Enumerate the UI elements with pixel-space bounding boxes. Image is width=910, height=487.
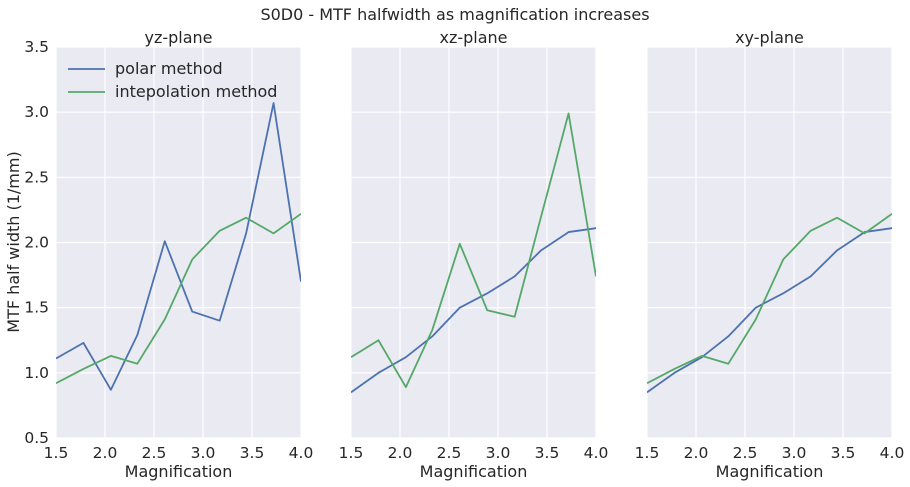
panel-title: xz-plane bbox=[439, 28, 507, 47]
x-axis-label: Magnification bbox=[420, 462, 528, 481]
x-tick-label: 4.0 bbox=[880, 444, 905, 462]
x-tick-label: 2.0 bbox=[388, 444, 413, 462]
x-tick-label: 3.0 bbox=[191, 444, 216, 462]
legend-label: intepolation method bbox=[115, 82, 277, 101]
figure-title: S0D0 - MTF halfwidth as magnification in… bbox=[260, 5, 649, 24]
y-tick-label: 3.5 bbox=[24, 38, 49, 56]
x-tick-label: 1.5 bbox=[44, 444, 69, 462]
x-tick-label: 2.5 bbox=[142, 444, 167, 462]
x-tick-label: 4.0 bbox=[584, 444, 609, 462]
panel-0: 1.5 2.0 2.5 3.0 3.5 4.0 0.5 1.0 1.5 2.0 2.5 3.0 3.5 y… bbox=[24, 28, 313, 481]
x-tick-label: 2.5 bbox=[437, 444, 462, 462]
x-tick-label: 1.5 bbox=[635, 444, 660, 462]
y-tick-label: 1.5 bbox=[24, 299, 49, 317]
series-line-polar bbox=[647, 227, 892, 394]
panel-title: xy-plane bbox=[735, 28, 804, 47]
y-axis-label: MTF half width (1/mm) bbox=[4, 151, 23, 332]
y-tick-label: 0.5 bbox=[24, 429, 49, 447]
x-tick-label: 2.0 bbox=[684, 444, 709, 462]
panel-2: 1.5 2.0 2.5 3.0 3.5 4.0 xy-plane Magnification bbox=[635, 28, 905, 481]
legend-label: polar method bbox=[115, 59, 223, 78]
x-tick-label: 1.5 bbox=[339, 444, 364, 462]
x-tick-label: 2.0 bbox=[93, 444, 118, 462]
panel-title: yz-plane bbox=[144, 28, 212, 47]
y-tick-label: 1.0 bbox=[24, 364, 49, 382]
panel-1: 1.5 2.0 2.5 3.0 3.5 4.0 xz-plane Magnification bbox=[339, 28, 609, 481]
y-tick-label: 3.0 bbox=[24, 103, 49, 121]
series-line-interpolation bbox=[56, 213, 301, 385]
x-axis-label: Magnification bbox=[716, 462, 824, 481]
x-tick-label: 4.0 bbox=[289, 444, 314, 462]
series-line-interpolation bbox=[351, 112, 596, 389]
y-tick-label: 2.0 bbox=[24, 234, 49, 252]
x-tick-label: 3.5 bbox=[831, 444, 856, 462]
x-tick-label: 3.5 bbox=[535, 444, 560, 462]
x-tick-label: 2.5 bbox=[733, 444, 758, 462]
y-tick-label: 2.5 bbox=[24, 168, 49, 186]
series-line-polar bbox=[56, 102, 301, 391]
series-line-interpolation bbox=[647, 213, 892, 385]
x-tick-label: 3.0 bbox=[486, 444, 511, 462]
x-axis-label: Magnification bbox=[125, 462, 233, 481]
x-tick-label: 3.0 bbox=[782, 444, 807, 462]
legend: polar method intepolation method bbox=[68, 59, 277, 101]
x-tick-label: 3.5 bbox=[240, 444, 265, 462]
